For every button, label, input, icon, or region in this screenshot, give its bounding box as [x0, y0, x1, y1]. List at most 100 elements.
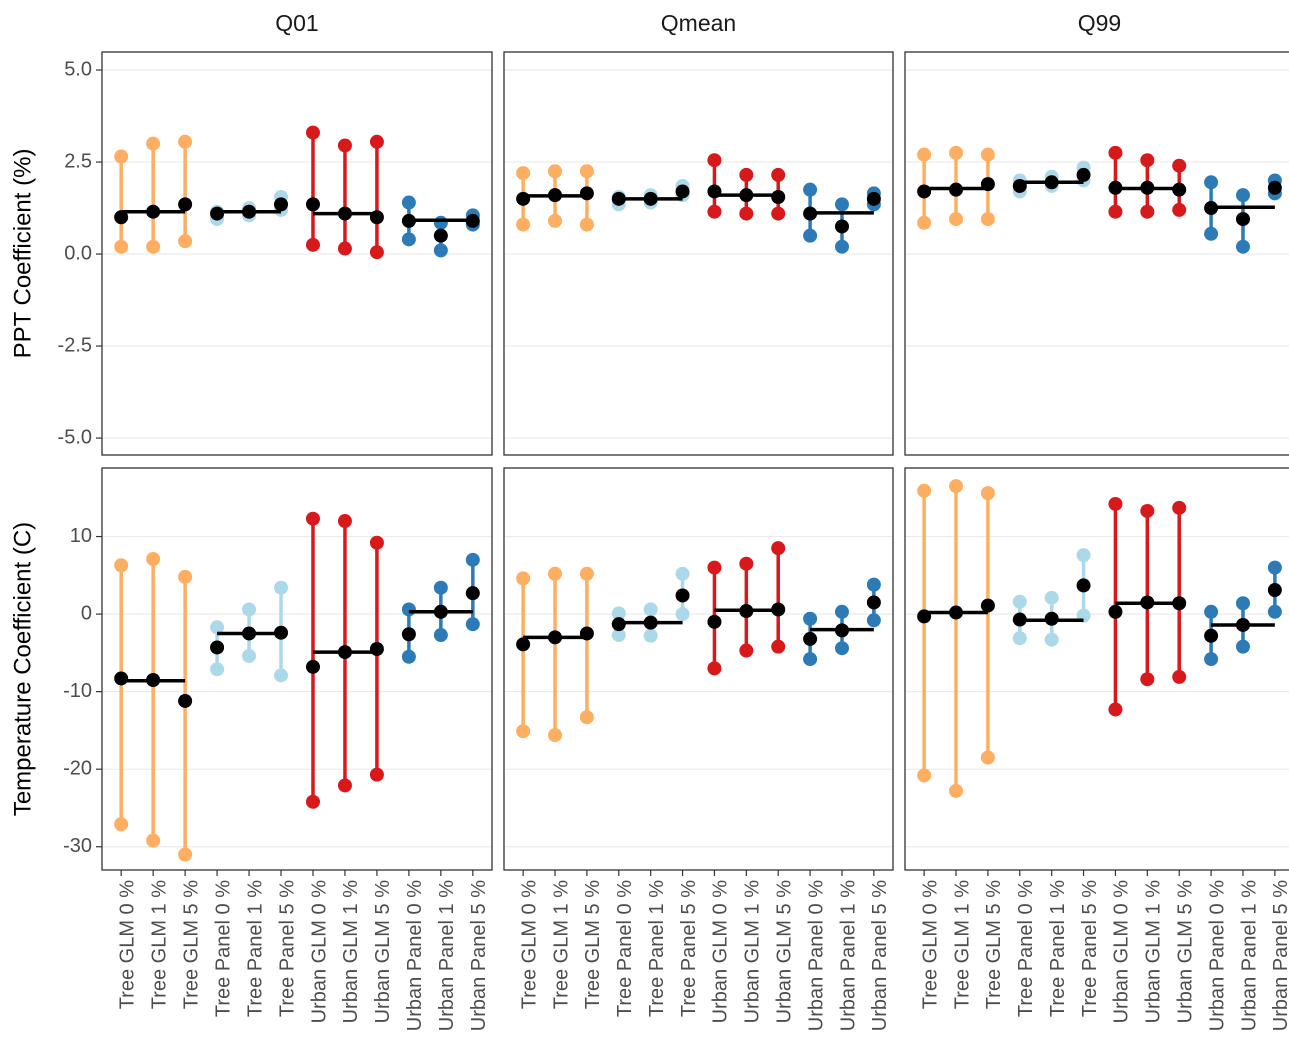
estimate-point — [771, 190, 786, 205]
lower-point — [516, 217, 531, 232]
lower-point — [548, 213, 563, 228]
lower-point — [1044, 632, 1059, 647]
upper-point — [771, 541, 786, 556]
x-tick-label: Urban Panel 0 % — [805, 880, 827, 1031]
estimate-point — [739, 603, 754, 618]
lower-point — [739, 643, 754, 658]
lower-point — [305, 794, 320, 809]
lower-point — [834, 239, 849, 254]
upper-point — [1204, 175, 1219, 190]
x-tick-label: Urban GLM 0 % — [1111, 880, 1133, 1024]
estimate-point — [242, 204, 257, 219]
x-tick-label: Tree GLM 1 % — [148, 880, 170, 1010]
lower-point — [433, 628, 448, 643]
x-tick-label: Tree GLM 0 % — [919, 880, 941, 1010]
upper-point — [1140, 503, 1155, 518]
estimate-point — [707, 184, 722, 199]
upper-point — [178, 569, 193, 584]
upper-point — [146, 136, 161, 151]
estimate-point — [611, 617, 626, 632]
lower-point — [707, 661, 722, 676]
estimate-point — [1172, 182, 1187, 197]
estimate-point — [643, 191, 658, 206]
y-tick-label: -10 — [63, 680, 92, 702]
estimate-point — [401, 213, 416, 228]
upper-point — [866, 577, 881, 592]
upper-point — [579, 164, 594, 179]
upper-point — [337, 514, 352, 529]
estimate-point — [178, 197, 193, 212]
lower-point — [242, 648, 257, 663]
lower-point — [1140, 672, 1155, 687]
estimate-point — [146, 673, 161, 688]
y-tick-label: -5.0 — [58, 426, 92, 448]
upper-point — [114, 149, 129, 164]
upper-point — [949, 479, 964, 494]
estimate-point — [771, 602, 786, 617]
upper-point — [834, 604, 849, 619]
upper-point — [949, 145, 964, 160]
estimate-point — [242, 626, 257, 641]
upper-point — [1235, 596, 1250, 611]
x-tick-label: Urban GLM 1 % — [1143, 880, 1165, 1024]
lower-point — [369, 245, 384, 260]
upper-point — [146, 552, 161, 567]
estimate-point — [305, 197, 320, 212]
estimate-point — [1235, 212, 1250, 227]
x-tick-label: Urban Panel 5 % — [1270, 880, 1289, 1031]
lower-point — [579, 710, 594, 725]
estimate-point — [980, 177, 995, 192]
upper-point — [1076, 548, 1091, 563]
estimate-point — [401, 627, 416, 642]
estimate-point — [643, 615, 658, 630]
x-tick-label: Urban Panel 1 % — [837, 880, 859, 1031]
lower-point — [1235, 239, 1250, 254]
lower-point — [146, 239, 161, 254]
x-tick-label: Urban Panel 0 % — [404, 880, 426, 1031]
x-tick-label: Urban Panel 0 % — [1206, 880, 1228, 1031]
x-tick-label: Tree Panel 1 % — [244, 880, 266, 1017]
upper-point — [1172, 158, 1187, 173]
lower-point — [401, 649, 416, 664]
estimate-point — [516, 191, 531, 206]
lower-point — [1108, 702, 1123, 717]
x-tick-label: Tree GLM 5 % — [180, 880, 202, 1010]
x-tick-label: Urban GLM 0 % — [308, 880, 330, 1024]
lower-point — [949, 212, 964, 227]
lower-point — [707, 204, 722, 219]
upper-point — [1012, 594, 1027, 609]
upper-point — [401, 602, 416, 617]
facet-label: Qmean — [661, 10, 736, 36]
x-tick-label: Urban Panel 1 % — [1238, 880, 1260, 1031]
lower-point — [803, 652, 818, 667]
estimate-point — [114, 210, 129, 225]
lower-point — [917, 768, 932, 783]
lower-point — [949, 783, 964, 798]
x-tick-label: Tree GLM 1 % — [550, 880, 572, 1010]
lower-point — [1172, 669, 1187, 684]
estimate-point — [1044, 175, 1059, 190]
lower-point — [305, 237, 320, 252]
lower-point — [337, 778, 352, 793]
upper-point — [1108, 496, 1123, 511]
upper-point — [707, 153, 722, 168]
y-tick-label: -2.5 — [58, 334, 92, 356]
estimate-point — [611, 191, 626, 206]
estimate-point — [210, 206, 225, 221]
x-tick-label: Tree GLM 0 % — [116, 880, 138, 1010]
y-tick-label: -30 — [63, 835, 92, 857]
y-tick-label: 0.0 — [64, 242, 92, 264]
upper-point — [1204, 604, 1219, 619]
estimate-point — [834, 623, 849, 638]
y-axis-title: PPT Coefficient (%) — [9, 149, 36, 359]
panel-border — [101, 467, 493, 871]
estimate-point — [980, 598, 995, 613]
lower-point — [1012, 631, 1027, 646]
upper-point — [917, 147, 932, 162]
estimate-point — [1267, 180, 1282, 195]
estimate-point — [917, 609, 932, 624]
lower-point — [1235, 639, 1250, 654]
estimate-point — [675, 588, 690, 603]
